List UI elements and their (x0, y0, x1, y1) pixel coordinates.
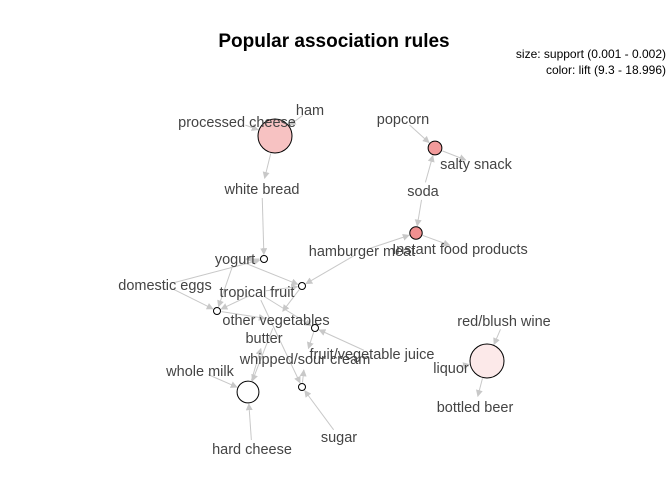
edge-white_bread-to-rule-4 (260, 197, 268, 256)
edge-other_vegetables-to-rule-8 (251, 328, 274, 382)
item-label-liquor[interactable]: liquor (433, 361, 469, 377)
item-label-butter[interactable]: butter (245, 331, 282, 347)
edge-rule-1-to-white_bread (262, 153, 272, 179)
edge-rule-3-to-instant_food_products (422, 234, 451, 247)
item-label-whipped-sour-cream[interactable]: whipped/sour cream (239, 352, 371, 368)
edge-soda-to-rule-3 (414, 199, 423, 227)
edge-rule-7-to-whipped_sour_cream (306, 332, 315, 350)
item-label-whole-milk[interactable]: whole milk (165, 364, 234, 380)
legend-size: size: support (0.001 - 0.002) (516, 47, 666, 61)
rule-node-rule-2[interactable] (427, 140, 443, 156)
item-label-ham[interactable]: ham (296, 103, 324, 119)
edge-hamburger_meat-to-rule-5 (305, 255, 355, 285)
item-label-sugar[interactable]: sugar (321, 430, 357, 446)
item-label-soda[interactable]: soda (407, 184, 439, 200)
item-label-yogurt[interactable]: yogurt (215, 252, 255, 268)
edge-soda-to-rule-2 (424, 154, 435, 183)
edge-whole_milk-to-rule-8 (208, 374, 238, 388)
edge-ham-to-rule-1 (288, 114, 304, 126)
item-label-salty-snack[interactable]: salty snack (440, 157, 512, 173)
item-label-hamburger-meat[interactable]: hamburger meat (309, 244, 415, 260)
edge-processed_cheese-to-rule-1 (245, 124, 259, 131)
edge-tropical_fruit-to-rule-5 (265, 283, 299, 292)
edge-tropical_fruit-to-rule-7 (264, 296, 312, 327)
edge-popcorn-to-rule-2 (409, 124, 430, 144)
edge-rule-10-to-bottled_beer (475, 378, 483, 398)
item-label-tropical-fruit[interactable]: tropical fruit (220, 285, 295, 301)
rule-node-rule-8[interactable] (236, 380, 260, 404)
edge-hard_cheese-to-rule-8 (245, 403, 253, 441)
edge-red_blush_wine-to-rule-10 (493, 329, 501, 346)
edge-yogurt-to-rule-5 (243, 261, 299, 286)
edge-rule-6-to-other_vegetables (221, 311, 266, 321)
item-label-popcorn[interactable]: popcorn (377, 112, 429, 128)
rule-node-rule-5[interactable] (298, 282, 306, 290)
edge-yogurt-to-rule-6 (217, 267, 233, 308)
item-label-bottled-beer[interactable]: bottled beer (437, 400, 514, 416)
edge-rule-9-to-whipped_sour_cream (299, 369, 307, 383)
legend-color: color: lift (9.3 - 18.996) (546, 63, 666, 77)
edge-rule-2-to-salty_snack (442, 150, 467, 161)
rule-node-rule-1[interactable] (257, 118, 293, 154)
rule-node-rule-7[interactable] (311, 324, 319, 332)
edge-rule-8-to-butter (250, 347, 263, 381)
rule-node-rule-3[interactable] (409, 226, 423, 240)
item-label-red-blush-wine[interactable]: red/blush wine (457, 314, 551, 330)
edge-fruit_vegetable_juice-to-rule-7 (318, 329, 365, 351)
edge-tropical_fruit-to-rule-6 (220, 295, 250, 310)
item-label-white-bread[interactable]: white bread (224, 182, 300, 198)
rule-node-rule-6[interactable] (213, 307, 221, 315)
edge-rule-5-to-other_vegetables (282, 289, 300, 312)
rule-node-rule-10[interactable] (469, 343, 505, 379)
edge-tropical_fruit-to-rule-9 (260, 299, 301, 384)
item-label-instant-food-products[interactable]: Instant food products (392, 242, 527, 258)
item-label-domestic-eggs[interactable]: domestic eggs (118, 278, 212, 294)
edge-liquor-to-rule-10 (459, 362, 471, 370)
edge-sugar-to-rule-9 (304, 390, 335, 431)
graph-title: Popular association rules (218, 31, 449, 52)
rule-node-rule-9[interactable] (298, 383, 306, 391)
rule-node-rule-4[interactable] (260, 255, 268, 263)
item-label-other-vegetables[interactable]: other vegetables (222, 313, 329, 329)
edge-domestic_eggs-to-rule-4 (173, 258, 261, 284)
item-label-hard-cheese[interactable]: hard cheese (212, 442, 292, 458)
item-label-processed-cheese[interactable]: processed cheese (178, 115, 296, 131)
edge-layer (172, 114, 501, 441)
rule-node-layer (213, 118, 505, 404)
item-label-fruit-vegetable-juice[interactable]: fruit/vegetable juice (310, 347, 435, 363)
edge-domestic_eggs-to-rule-6 (172, 288, 214, 310)
edge-hamburger_meat-to-rule-3 (370, 233, 410, 249)
